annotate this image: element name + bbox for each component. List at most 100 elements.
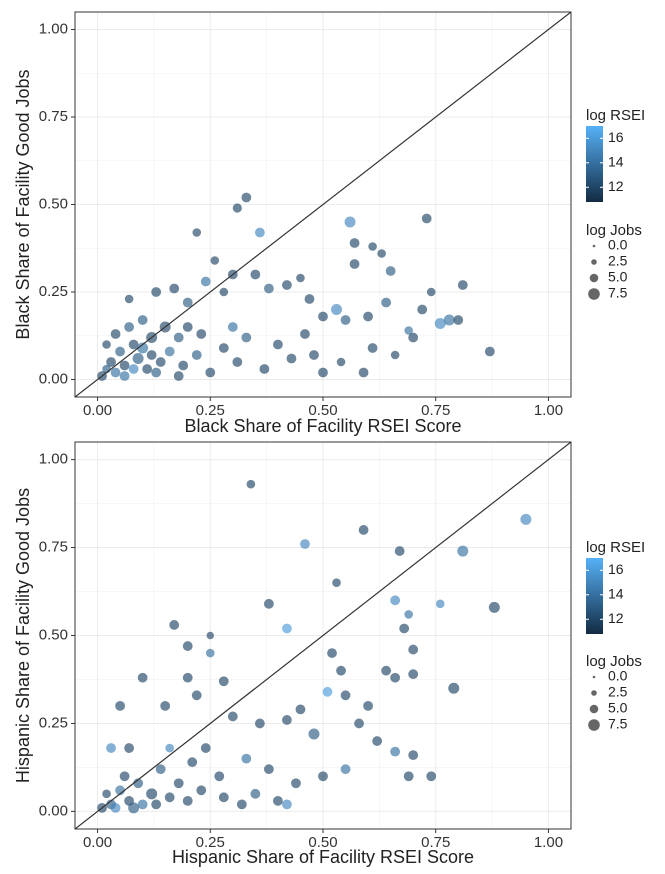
size-key [592,675,596,679]
point [115,346,125,357]
x-tick-label: 0.50 [308,402,337,419]
point [146,788,158,800]
point [263,598,274,609]
point [142,364,153,374]
point [443,314,455,326]
point [434,318,446,329]
point [273,339,283,350]
point [408,750,419,761]
x-axis-label: Black Share of Facility RSEI Score [184,416,461,436]
point [254,227,265,238]
point [236,799,247,810]
point [331,304,343,315]
x-tick-label: 0.25 [196,402,225,419]
point [137,342,149,354]
point [377,249,386,258]
point [151,287,162,297]
x-tick-label: 0.25 [196,834,225,851]
point [308,728,320,740]
point [363,311,373,322]
point [296,273,305,283]
size-label: 0.0 [608,668,628,684]
point [367,343,378,353]
point [259,364,270,374]
point [381,665,392,676]
plot-border [74,441,572,830]
point [390,672,401,683]
point [182,322,193,332]
point [453,315,464,325]
point [200,276,211,287]
point [403,771,414,782]
size-label: 5.0 [608,269,628,285]
point [155,357,166,367]
size-key [592,244,596,248]
colorbar-label: 12 [608,178,624,194]
size-key [588,719,600,731]
point [372,736,383,746]
point [408,669,419,680]
point [358,525,369,535]
y-tick-label: 0.75 [39,539,68,556]
point [358,367,369,378]
legend-title: log RSEI [586,539,645,556]
point [250,269,261,280]
point [390,746,401,757]
point [128,339,139,350]
x-tick-label: 0.75 [421,402,450,419]
point [404,610,413,619]
legend-title: log Jobs [586,222,642,239]
point [263,283,274,294]
point [164,346,175,357]
point [426,287,436,297]
point [119,771,130,782]
point [318,311,328,322]
point [246,479,256,489]
colorbar-label: 14 [608,585,624,601]
point [340,764,351,775]
point [102,340,111,349]
point [210,256,220,265]
y-tick-label: 0.25 [39,714,68,731]
point [457,280,468,290]
size-key [588,288,600,300]
point [132,353,144,364]
point [435,599,445,609]
point [232,203,242,213]
point [218,792,229,803]
point [182,641,193,651]
point [227,711,238,722]
point [155,764,166,775]
point [273,795,283,806]
point [344,216,356,228]
colorbar-label: 12 [608,610,624,626]
point [106,357,116,367]
points [97,192,495,381]
point [196,785,207,796]
point [250,788,261,799]
point [124,294,134,304]
size-label: 5.0 [608,700,628,716]
point [421,213,432,224]
size-label: 7.5 [608,285,628,301]
y-tick-label: 0.00 [39,802,68,819]
point [327,648,337,658]
y-tick-label: 0.50 [39,195,68,212]
point [448,682,460,694]
point [484,346,495,357]
point [205,648,215,658]
point [182,297,193,308]
legend-title: log RSEI [586,107,645,124]
y-tick-label: 0.00 [39,370,68,387]
point [263,764,274,775]
plot-border [74,11,572,398]
point [128,802,140,814]
point [381,297,392,308]
point [102,789,111,799]
x-tick-label: 0.75 [421,834,450,851]
y-tick-label: 0.75 [39,108,68,125]
point [192,228,202,237]
point [196,329,207,339]
point [187,757,198,768]
point [232,357,243,367]
